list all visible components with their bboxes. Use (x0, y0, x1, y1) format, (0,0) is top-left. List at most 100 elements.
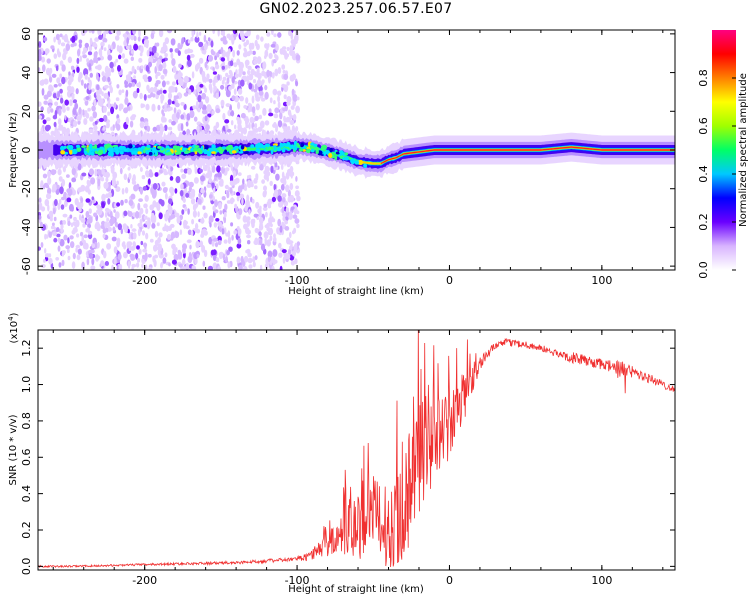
band-red (380, 146, 675, 165)
noise-dot (269, 211, 272, 220)
noise-dot (196, 253, 200, 258)
noise-dot (212, 195, 215, 202)
noise-dot (102, 37, 108, 43)
noise-dot (223, 227, 227, 235)
noise-dot (147, 76, 152, 82)
noise-dot (97, 99, 103, 106)
noise-dot (231, 234, 234, 241)
noise-dot (167, 98, 172, 105)
noise-dot (113, 257, 117, 266)
noise-dot (223, 211, 227, 218)
noise-dot (257, 208, 262, 214)
noise-dot (78, 43, 82, 49)
noise-dot (70, 241, 75, 249)
noise-dot (115, 186, 121, 192)
noise-dot (83, 68, 89, 77)
noise-dot (38, 246, 41, 251)
noise-dot (222, 30, 226, 37)
noise-dot (77, 248, 82, 255)
noise-dot (133, 35, 137, 42)
noise-dot (287, 196, 292, 203)
band-speckle (193, 148, 199, 152)
noise-dot (61, 179, 66, 187)
noise-dot (212, 30, 216, 34)
noise-dot (295, 80, 299, 87)
noise-dot (177, 50, 181, 56)
band-speckle (270, 149, 274, 155)
noise-dot (102, 250, 107, 259)
noise-dot (78, 72, 83, 79)
noise-dot (254, 227, 259, 234)
noise-dot (130, 255, 136, 261)
noise-dot (54, 101, 59, 106)
noise-dot (181, 266, 187, 270)
noise-dot (61, 259, 65, 267)
noise-dot (177, 123, 182, 132)
noise-dot (166, 80, 170, 85)
noise-dot (78, 106, 82, 115)
noise-dot (110, 166, 115, 174)
noise-dot (193, 177, 199, 184)
noise-dot (83, 234, 89, 239)
noise-dot (57, 202, 61, 211)
noise-dot (281, 83, 286, 88)
noise-dot (248, 122, 251, 130)
band-speckle (328, 152, 333, 158)
noise-dot (236, 256, 241, 264)
noise-dot (76, 57, 80, 64)
noise-dot (217, 221, 223, 227)
noise-dot (75, 244, 81, 249)
noise-dot (91, 105, 96, 112)
noise-dot (139, 167, 143, 172)
noise-dot (295, 185, 299, 190)
noise-dot (160, 97, 164, 104)
noise-dot (79, 55, 83, 62)
noise-dot (207, 55, 213, 61)
noise-dot (130, 224, 133, 229)
noise-dot (215, 108, 221, 114)
noise-dot (59, 88, 63, 94)
noise-dot (162, 89, 167, 94)
noise-dot (165, 212, 170, 218)
noise-dot (281, 193, 287, 198)
noise-dot (104, 171, 110, 178)
noise-dot (254, 115, 259, 121)
noise-dot (270, 165, 274, 174)
noise-dot (139, 186, 144, 195)
noise-dot (211, 165, 216, 173)
noise-dot (165, 225, 169, 233)
band-speckle (146, 144, 151, 148)
noise-dot (272, 249, 278, 257)
noise-dot (97, 30, 102, 36)
noise-dot (101, 91, 104, 96)
noise-dot (58, 108, 62, 116)
noise-dot (53, 84, 58, 88)
noise-dot (283, 252, 289, 260)
noise-dot (273, 33, 277, 38)
noise-dot (229, 60, 234, 67)
noise-dot (97, 207, 103, 216)
noise-dot (189, 193, 193, 200)
noise-dot (60, 204, 65, 210)
band-speckle (243, 151, 249, 154)
noise-dot (268, 217, 273, 224)
noise-dot (50, 45, 55, 50)
noise-dot (283, 94, 287, 100)
band-speckle (172, 145, 178, 150)
band-speckle (176, 150, 182, 155)
noise-dot (262, 191, 267, 198)
noise-dot (65, 43, 71, 51)
band-speckle (276, 147, 282, 152)
noise-dot (296, 96, 300, 101)
band-speckle (258, 143, 264, 149)
noise-dot (295, 105, 300, 114)
noise-dot (237, 101, 241, 110)
noise-dot (55, 33, 60, 41)
noise-dot (100, 260, 105, 267)
noise-dot (38, 48, 42, 57)
noise-dot (246, 51, 251, 57)
noise-dot (247, 240, 251, 245)
noise-dot (187, 59, 192, 67)
band-speckle (114, 146, 119, 151)
noise-dot (107, 44, 111, 50)
